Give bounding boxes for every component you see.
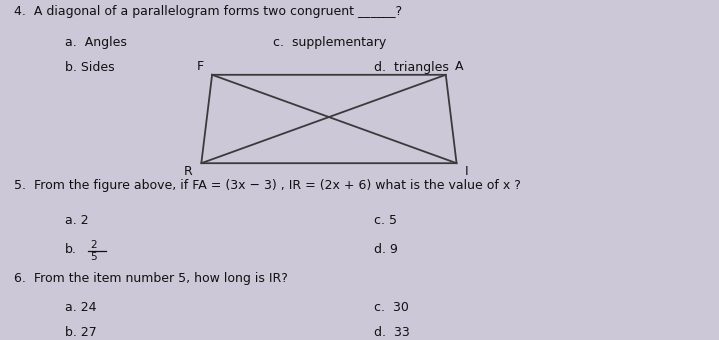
Text: a.  Angles: a. Angles: [65, 36, 127, 49]
Text: 2: 2: [90, 240, 96, 250]
Text: F: F: [196, 60, 203, 73]
Text: c.  30: c. 30: [374, 301, 409, 314]
Text: A: A: [454, 60, 463, 73]
Text: I: I: [465, 165, 469, 178]
Text: a. 2: a. 2: [65, 214, 88, 227]
Text: d. 9: d. 9: [374, 243, 398, 256]
Text: b.: b.: [65, 243, 77, 256]
Text: c. 5: c. 5: [374, 214, 397, 227]
Text: 5: 5: [90, 252, 96, 261]
Text: 6.  From the item number 5, how long is IR?: 6. From the item number 5, how long is I…: [14, 272, 288, 285]
Text: c.  supplementary: c. supplementary: [273, 36, 387, 49]
Text: d.  triangles: d. triangles: [374, 61, 449, 74]
Text: 5.  From the figure above, if FA = (3x − 3) , IR = (2x + 6) what is the value of: 5. From the figure above, if FA = (3x − …: [14, 178, 521, 191]
Text: 4.  A diagonal of a parallelogram forms two congruent ______?: 4. A diagonal of a parallelogram forms t…: [14, 5, 403, 18]
Text: R: R: [184, 165, 193, 178]
Text: b. 27: b. 27: [65, 326, 96, 339]
Text: a. 24: a. 24: [65, 301, 96, 314]
Text: b. Sides: b. Sides: [65, 61, 114, 74]
Text: d.  33: d. 33: [374, 326, 410, 339]
